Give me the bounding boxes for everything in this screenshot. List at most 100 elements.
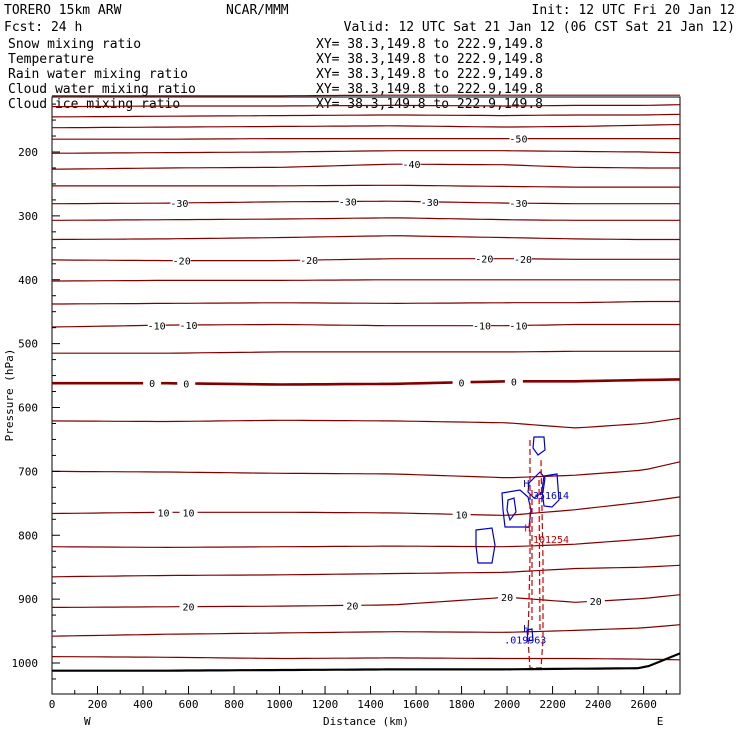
isotherm-label: -20 [475,255,493,266]
isotherm-label-bg [586,595,605,608]
isotherm-line [51,534,681,549]
isotherm-line [52,184,680,188]
isotherm-label-bg [473,319,492,332]
legend-field-name: Rain water mixing ratio [8,67,188,82]
x-tick-label: 0 [49,698,56,711]
max-annotation: .351614 [527,491,569,502]
x-tick-label: 1000 [266,698,293,711]
y-tick-label: 300 [18,210,38,223]
x-tick-label: 2600 [630,698,657,711]
org-title: NCAR/MMM [226,3,289,18]
ground-line [52,652,681,672]
rain-contour [531,479,541,631]
isotherm-label: 20 [590,597,602,608]
isotherm-label-bg [338,195,357,208]
isotherm-label: 10 [182,508,194,519]
isotherm-line [51,496,681,516]
isotherm-line [51,624,681,637]
isotherm-line [51,235,680,241]
isotherm-line [52,217,680,221]
isotherm-line [52,594,681,608]
max-annotation: H [523,479,529,490]
isotherm-line [52,200,680,205]
isotherm-label: 0 [459,378,465,389]
cloud-water-contour [526,628,534,642]
isotherm-line [51,258,680,262]
max-annotation: .101254 [527,535,569,546]
isotherm-label: -40 [402,160,420,171]
y-tick-label: 900 [18,593,38,606]
cloud-water-contour [527,471,546,499]
isotherm-line [52,138,680,140]
isotherm-label: 10 [157,508,169,519]
cloud-water-contour [501,489,532,528]
isotherm-label: -10 [179,321,197,332]
model-title: TORERO 15km ARW [4,3,122,18]
isotherm-label-bg [509,197,528,210]
isotherm-label-bg [179,506,198,519]
x-tick-label: 600 [179,698,199,711]
isotherm-line [52,104,681,108]
legend-field-xy: XY= 38.3,149.8 to 222.9,149.8 [316,82,543,97]
isotherm-label: -20 [173,257,191,268]
rain-contour [527,440,544,669]
isotherm-label: -10 [148,321,166,332]
isotherm-line [51,323,680,328]
y-tick-label: 500 [18,338,38,351]
isotherm-label: -30 [421,198,439,209]
valid-time: Valid: 12 UTC Sat 21 Jan 12 (06 CST Sat … [344,20,735,35]
isotherm-line [52,123,681,129]
isotherm-label: -20 [514,255,532,266]
isotherm-line [52,461,681,479]
max-annotation: H [523,624,529,635]
x-tick-label: 1800 [448,698,475,711]
isotherm-label: -10 [473,322,491,333]
isotherm-line [51,656,681,661]
isotherm-label-bg [475,252,494,265]
west-label: W [84,715,91,728]
legend-field-name: Snow mixing ratio [8,37,141,52]
isotherm-line [52,300,680,305]
isotherm-label: 20 [346,601,358,612]
cloud-contours [475,436,560,669]
x-tick-label: 2000 [494,698,521,711]
isotherm-label: -30 [170,199,188,210]
y-axis: 200 300 400 500 600 700 800 900 1000 [12,103,60,680]
isotherm-line [51,163,680,170]
isotherm-line [51,564,681,578]
x-tick-label: 800 [224,698,244,711]
forecast-hour: Fcst: 24 h [4,20,82,35]
legend-field-xy: XY= 38.3,149.8 to 222.9,149.8 [316,37,543,52]
isotherm-label-bg [402,158,421,171]
legend-field-name: Cloud ice mixing ratio [8,97,180,112]
x-tick-label: 1600 [403,698,430,711]
isotherm-label-bg [452,376,471,389]
isotherm-label-bg [509,132,528,145]
isotherm-label: 20 [501,593,513,604]
isotherm-label: -50 [509,135,527,146]
isotherm-line [51,113,681,118]
init-time: Init: 12 UTC Fri 20 Jan 12 [532,3,736,18]
field-legend: Snow mixing ratio XY= 38.3,149.8 to 222.9… [8,37,543,112]
isotherm-label-bg [179,600,198,613]
y-tick-label: 400 [18,274,38,287]
isotherm-label-bg [509,319,528,332]
isotherm-label: 10 [456,510,468,521]
x-axis-label: Distance (km) [323,715,409,728]
legend-field-name: Temperature [8,52,94,67]
isotherm-label: -20 [300,256,318,267]
y-axis-label: Pressure (hPa) [3,349,16,442]
isotherm-label: 0 [149,379,155,390]
isotherm-label-bg [504,375,523,388]
x-tick-label: 200 [88,698,108,711]
isotherm-line [52,94,680,97]
max-annotation: H [525,524,531,535]
isotherm-label-bg [452,508,471,521]
isotherm-label-bg [343,599,362,612]
cloud-water-contour [475,527,496,564]
x-tick-label: 400 [133,698,153,711]
isotherm-label-bg [420,195,439,208]
east-label: E [657,715,664,728]
